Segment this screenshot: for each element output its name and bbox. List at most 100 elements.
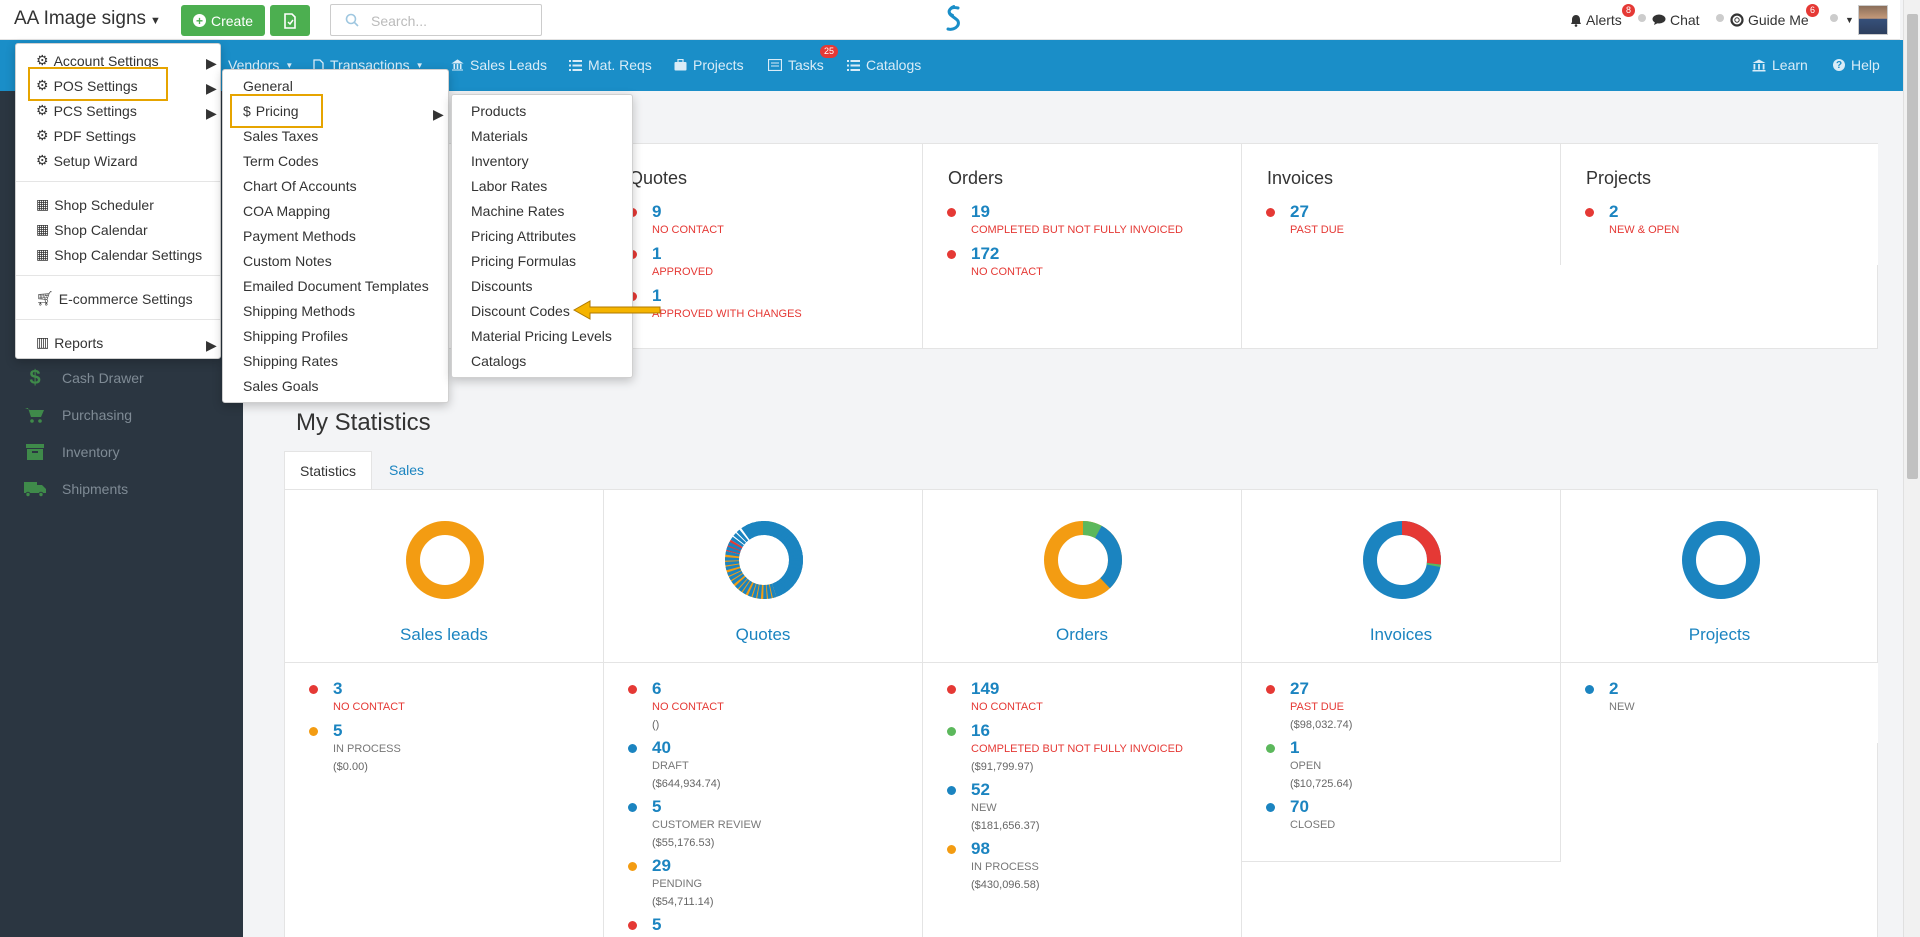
stat-count[interactable]: 6	[652, 679, 662, 698]
menu-item-shipping-profiles[interactable]: Shipping Profiles	[243, 328, 349, 344]
stat-count[interactable]: 1	[652, 286, 662, 305]
menu-item-inventory[interactable]: Inventory	[471, 153, 529, 169]
menu-item-pricing[interactable]: $ Pricing	[243, 103, 299, 119]
tab-sales[interactable]: Sales	[389, 462, 425, 478]
menu-item-pcs-settings[interactable]: ⚙ PCS Settings	[36, 102, 137, 119]
menu-item-custom-notes[interactable]: Custom Notes	[243, 253, 332, 269]
menu-item-pricing-formulas[interactable]: Pricing Formulas	[471, 253, 577, 269]
menu-item-payment-methods[interactable]: Payment Methods	[243, 228, 356, 244]
stat-label: APPROVED WITH CHANGES	[652, 308, 802, 320]
orders-donut-chart[interactable]	[1037, 514, 1129, 606]
menu-item-materials[interactable]: Materials	[471, 128, 528, 144]
stat-count[interactable]: 16	[971, 721, 990, 740]
stat-count[interactable]: 172	[971, 244, 1000, 263]
chart-title[interactable]: Orders	[1056, 625, 1108, 644]
menu-item-discount-codes[interactable]: Discount Codes	[471, 303, 570, 319]
sidebar-item-shipments[interactable]: Shipments	[24, 480, 128, 498]
chart-title[interactable]: Quotes	[735, 625, 791, 644]
menu-item-chart-of-accounts[interactable]: Chart Of Accounts	[243, 178, 357, 194]
search-input[interactable]	[371, 11, 531, 31]
menu-item-pdf-settings[interactable]: ⚙ PDF Settings	[36, 127, 136, 144]
sales-leads-donut-chart[interactable]	[399, 514, 491, 606]
sidebar-item-inventory[interactable]: Inventory	[24, 443, 120, 461]
chart-title[interactable]: Projects	[1688, 625, 1751, 644]
menu-item-labor-rates[interactable]: Labor Rates	[471, 178, 548, 194]
menu-item-account-settings[interactable]: ⚙ Account Settings	[36, 52, 159, 69]
stat-count[interactable]: 149	[971, 679, 1000, 698]
menu-item-pos-settings[interactable]: ⚙ POS Settings	[36, 77, 138, 94]
stat-count[interactable]: 40	[652, 738, 671, 757]
menu-item-emailed-document-templates[interactable]: Emailed Document Templates	[243, 278, 429, 294]
menu-item-shop-calendar-settings[interactable]: ▦ Shop Calendar Settings	[36, 246, 202, 263]
nav-sales-leads[interactable]: Sales Leads	[451, 57, 547, 73]
menu-item-ecommerce-settings[interactable]: 🛒︎ E-commerce Settings	[36, 290, 193, 307]
stat-count[interactable]: 3	[333, 679, 343, 698]
menu-item-term-codes[interactable]: Term Codes	[243, 153, 319, 169]
stat-count[interactable]: 1	[1290, 738, 1300, 757]
sidebar-item-purchasing[interactable]: Purchasing	[24, 406, 132, 424]
chart-title[interactable]: Sales leads	[400, 625, 488, 644]
guide-me-link[interactable]: Guide Me 6	[1730, 4, 1819, 28]
stat-count[interactable]: 2	[1609, 679, 1619, 698]
quotes-donut-chart[interactable]	[718, 514, 810, 606]
projects-donut-chart[interactable]	[1675, 514, 1767, 606]
tab-statistics[interactable]: Statistics	[284, 451, 373, 490]
stat-count[interactable]: 52	[971, 780, 990, 799]
chart-sales-leads[interactable]: Sales leads	[285, 490, 604, 663]
nav-catalogs[interactable]: Catalogs	[847, 57, 921, 73]
company-switcher[interactable]: AA Image signs ▼	[14, 8, 161, 30]
page-scrollbar[interactable]	[1903, 0, 1920, 937]
nav-tasks[interactable]: Tasks 25	[768, 45, 839, 73]
invoices-donut-chart[interactable]	[1356, 514, 1448, 606]
stat-count[interactable]: 9	[652, 202, 662, 221]
menu-item-shop-scheduler[interactable]: ▦ Shop Scheduler	[36, 196, 154, 213]
submenu-arrow-icon: ▶	[206, 80, 217, 96]
create-button[interactable]: + Create	[181, 5, 265, 36]
chart-invoices[interactable]: Invoices	[1242, 490, 1561, 663]
user-avatar[interactable]	[1858, 5, 1888, 35]
scrollbar-thumb[interactable]	[1907, 14, 1918, 479]
menu-item-reports[interactable]: ▥ Reports	[36, 334, 103, 351]
nav-mat-reqs[interactable]: Mat. Reqs	[569, 57, 652, 73]
menu-item-sales-taxes[interactable]: Sales Taxes	[243, 128, 319, 144]
menu-item-products[interactable]: Products	[471, 103, 527, 119]
chat-link[interactable]: Chat	[1652, 12, 1700, 28]
chart-orders[interactable]: Orders	[923, 490, 1242, 663]
stat-count[interactable]: 27	[1290, 202, 1309, 221]
stat-count[interactable]: 5	[333, 721, 343, 740]
stat-count[interactable]: 2	[1609, 202, 1619, 221]
user-menu-caret-icon[interactable]: ▼	[1845, 15, 1854, 25]
menu-item-material-pricing-levels[interactable]: Material Pricing Levels	[471, 328, 612, 344]
app-logo[interactable]	[942, 4, 964, 36]
nav-learn[interactable]: Learn	[1752, 57, 1808, 73]
stat-count[interactable]: 70	[1290, 797, 1309, 816]
section-title: My Statistics	[296, 409, 431, 436]
stat-count[interactable]: 19	[971, 202, 990, 221]
stat-count[interactable]: 27	[1290, 679, 1309, 698]
menu-item-coa-mapping[interactable]: COA Mapping	[243, 203, 331, 219]
menu-item-setup-wizard[interactable]: ⚙ Setup Wizard	[36, 152, 138, 169]
nav-help[interactable]: ? Help	[1833, 57, 1880, 73]
chart-projects[interactable]: Projects	[1561, 490, 1878, 663]
menu-item-shipping-rates[interactable]: Shipping Rates	[243, 353, 338, 369]
menu-item-shipping-methods[interactable]: Shipping Methods	[243, 303, 356, 319]
menu-item-machine-rates[interactable]: Machine Rates	[471, 203, 565, 219]
menu-item-discounts[interactable]: Discounts	[471, 278, 533, 294]
stat-count[interactable]: 1	[652, 244, 662, 263]
sidebar-item-cash-drawer[interactable]: $ Cash Drawer	[24, 367, 143, 389]
chart-quotes[interactable]: Quotes	[604, 490, 923, 663]
menu-item-sales-goals[interactable]: Sales Goals	[243, 378, 319, 394]
alerts-link[interactable]: Alerts 8	[1570, 4, 1635, 28]
stat-count[interactable]: 5	[652, 797, 662, 816]
stat-count[interactable]: 5	[652, 915, 662, 934]
menu-item-general[interactable]: General	[243, 78, 293, 94]
stat-count[interactable]: 98	[971, 839, 990, 858]
menu-item-shop-calendar[interactable]: ▦ Shop Calendar	[36, 221, 148, 238]
chart-title[interactable]: Invoices	[1369, 625, 1433, 644]
menu-item-catalogs[interactable]: Catalogs	[471, 353, 527, 369]
nav-projects[interactable]: Projects	[674, 57, 744, 73]
quick-document-button[interactable]	[270, 5, 310, 36]
dollar-icon: $	[243, 103, 251, 119]
menu-item-pricing-attributes[interactable]: Pricing Attributes	[471, 228, 577, 244]
stat-count[interactable]: 29	[652, 856, 671, 875]
